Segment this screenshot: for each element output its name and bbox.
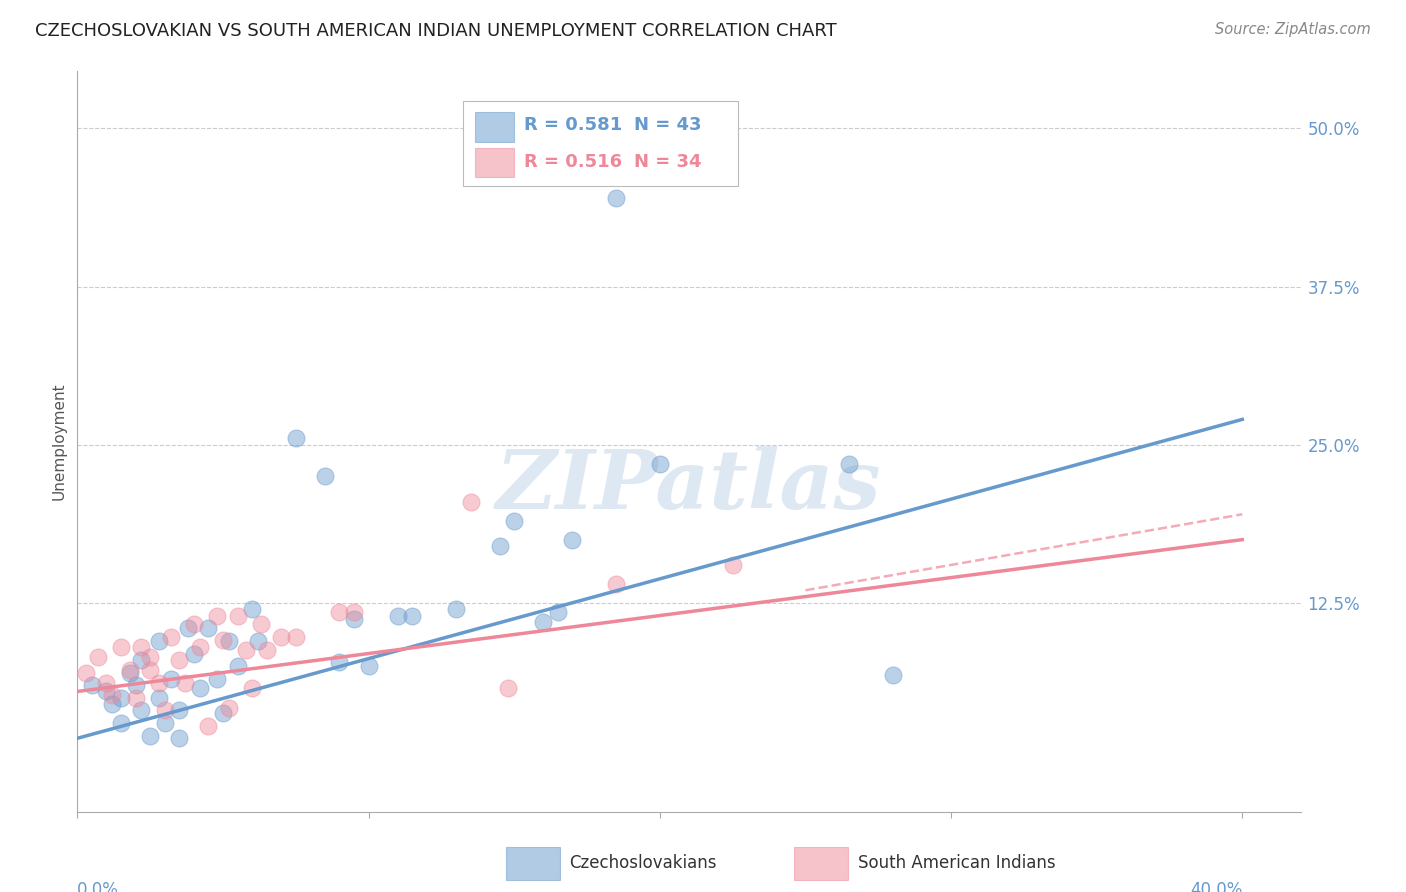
Text: Czechoslovakians: Czechoslovakians [569, 855, 717, 872]
Point [250, 617, 273, 632]
Point [605, 191, 627, 205]
Point [188, 681, 211, 695]
FancyBboxPatch shape [463, 101, 738, 186]
Point [96, 684, 118, 698]
Point [284, 431, 307, 445]
Text: R = 0.581: R = 0.581 [524, 116, 621, 134]
Text: N = 34: N = 34 [634, 153, 702, 170]
Point [531, 615, 554, 629]
Point [153, 703, 176, 717]
Point [148, 690, 170, 705]
Text: 0.0%: 0.0% [77, 881, 120, 892]
Text: CZECHOSLOVAKIAN VS SOUTH AMERICAN INDIAN UNEMPLOYMENT CORRELATION CHART: CZECHOSLOVAKIAN VS SOUTH AMERICAN INDIAN… [35, 22, 837, 40]
Text: N = 43: N = 43 [634, 116, 702, 134]
Point [153, 716, 176, 731]
Point [96, 675, 118, 690]
Point [131, 653, 153, 667]
Point [80, 678, 103, 692]
FancyBboxPatch shape [475, 112, 515, 142]
Point [75, 665, 97, 680]
Point [648, 457, 671, 471]
Point [235, 642, 257, 657]
Point [314, 469, 336, 483]
Point [110, 716, 132, 731]
Point [118, 663, 141, 677]
Point [159, 672, 181, 686]
Point [212, 632, 235, 647]
Point [183, 617, 205, 632]
Point [124, 678, 146, 692]
Point [197, 621, 219, 635]
Point [218, 633, 240, 648]
Point [401, 608, 423, 623]
Point [460, 494, 482, 508]
Point [444, 602, 467, 616]
FancyBboxPatch shape [475, 147, 515, 178]
Point [205, 608, 228, 623]
Point [139, 729, 162, 743]
Point [174, 675, 197, 690]
Point [188, 640, 211, 655]
Point [226, 659, 249, 673]
Y-axis label: Unemployment: Unemployment [51, 383, 66, 500]
Point [197, 719, 219, 733]
Text: South American Indians: South American Indians [858, 855, 1056, 872]
Point [87, 650, 110, 665]
Text: Source: ZipAtlas.com: Source: ZipAtlas.com [1215, 22, 1371, 37]
Point [561, 533, 583, 547]
Point [124, 690, 146, 705]
Point [882, 668, 904, 682]
Point [328, 656, 350, 670]
Point [118, 665, 141, 680]
Point [270, 630, 292, 644]
Point [205, 672, 228, 686]
Text: ZIPatlas: ZIPatlas [496, 446, 882, 526]
Point [110, 640, 132, 655]
Point [212, 706, 235, 720]
Point [169, 731, 191, 746]
Point [240, 602, 263, 616]
Point [498, 681, 520, 695]
Point [387, 608, 409, 623]
Point [357, 659, 380, 673]
Point [547, 605, 569, 619]
Point [139, 663, 162, 677]
Point [131, 703, 153, 717]
Point [159, 630, 181, 644]
Point [721, 558, 744, 572]
Point [343, 612, 366, 626]
Point [131, 640, 153, 655]
Point [284, 630, 307, 644]
Point [101, 688, 124, 702]
Text: R = 0.516: R = 0.516 [524, 153, 621, 170]
Point [177, 621, 200, 635]
Point [218, 701, 240, 715]
Point [256, 642, 278, 657]
Text: 40.0%: 40.0% [1189, 881, 1243, 892]
Point [169, 653, 191, 667]
Point [605, 577, 627, 591]
Point [139, 650, 162, 665]
Point [343, 605, 366, 619]
Point [488, 539, 510, 553]
Point [328, 605, 350, 619]
Point [169, 703, 191, 717]
Point [148, 633, 170, 648]
Point [183, 647, 205, 661]
Point [838, 457, 860, 471]
Point [240, 681, 263, 695]
Point [110, 690, 132, 705]
Point [503, 514, 526, 528]
Point [148, 675, 170, 690]
Point [101, 697, 124, 711]
Point [246, 633, 269, 648]
Point [226, 608, 249, 623]
